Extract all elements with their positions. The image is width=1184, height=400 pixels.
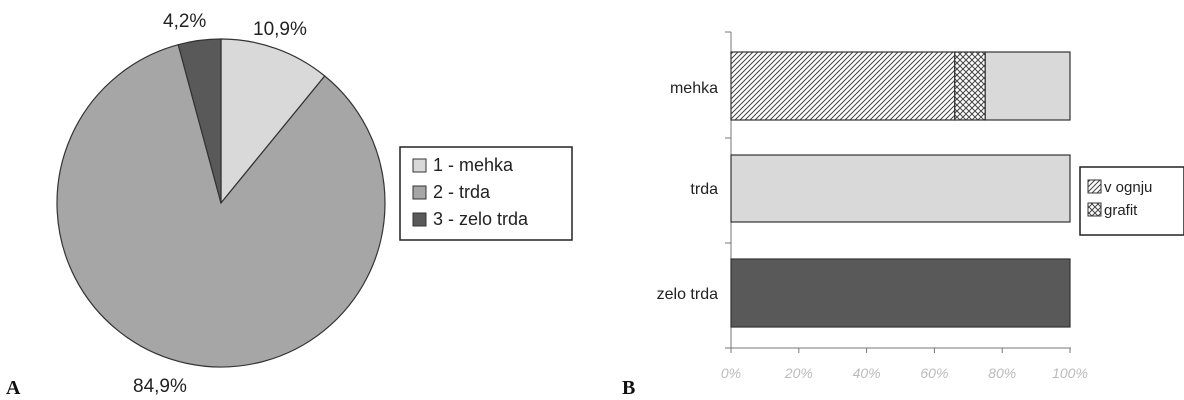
legend-label-mehka: 1 - mehka <box>433 155 514 175</box>
pie-label-mehka: 10,9% <box>253 19 307 40</box>
x-tick-label: 80% <box>988 365 1016 381</box>
x-tick-label: 20% <box>784 365 813 381</box>
bar-segment-zelo-trda-4 <box>730 258 1071 328</box>
legend-label-trda: 2 - trda <box>433 182 491 202</box>
legend-swatch-v-ognju <box>1087 179 1102 194</box>
bar-legend-box <box>1079 166 1184 236</box>
pie-slice-zelo-trda <box>177 38 222 204</box>
pie-legend-box <box>399 146 573 241</box>
pie-legend: 1 - mehka 2 - trda 3 - zelo trda <box>399 146 573 241</box>
legend-swatch-zelo-trda <box>412 212 427 227</box>
pie-slice-mehka <box>220 38 326 205</box>
pie-chart: 10,9% 4,2% 84,9% <box>56 11 386 397</box>
legend-label-v-ognju: v ognju <box>1104 179 1152 196</box>
pie-slices <box>56 38 386 368</box>
x-tick-labels: 0% 20% 40% 60% 80% 100% <box>721 348 1088 381</box>
category-label-mehka: mehka <box>670 80 718 97</box>
legend-swatch-mehka <box>412 158 427 173</box>
pie-label-trda: 84,9% <box>133 376 187 397</box>
bar-chart: 0% 20% 40% 60% 80% 100% mehka trda zelo trda <box>657 31 1088 381</box>
category-label-trda: trda <box>690 181 718 198</box>
x-tick-label: 40% <box>853 365 881 381</box>
legend-swatch-trda <box>412 185 427 200</box>
legend-label-grafit: grafit <box>1104 202 1138 219</box>
bar-segment-mehka-0 <box>730 51 956 121</box>
x-tick-label: 0% <box>721 365 741 381</box>
x-tick-label: 60% <box>920 365 948 381</box>
category-label-zelo-trda: zelo trda <box>657 286 718 303</box>
x-tick-label: 100% <box>1052 365 1088 381</box>
legend-swatch-grafit <box>1087 202 1102 217</box>
bar-segment-mehka-2 <box>984 51 1071 121</box>
bars <box>730 51 1071 328</box>
bar-segment-trda-2 <box>730 154 1071 223</box>
legend-label-zelo-trda: 3 - zelo trda <box>433 209 529 229</box>
panel-label-b: B <box>622 377 635 399</box>
pie-label-zelo-trda: 4,2% <box>163 11 206 32</box>
panel-label-a: A <box>6 377 21 399</box>
pie-slice-trda <box>56 43 386 368</box>
bar-legend: v ognju grafit <box>1079 166 1184 236</box>
bar-segment-mehka-1 <box>954 51 986 121</box>
